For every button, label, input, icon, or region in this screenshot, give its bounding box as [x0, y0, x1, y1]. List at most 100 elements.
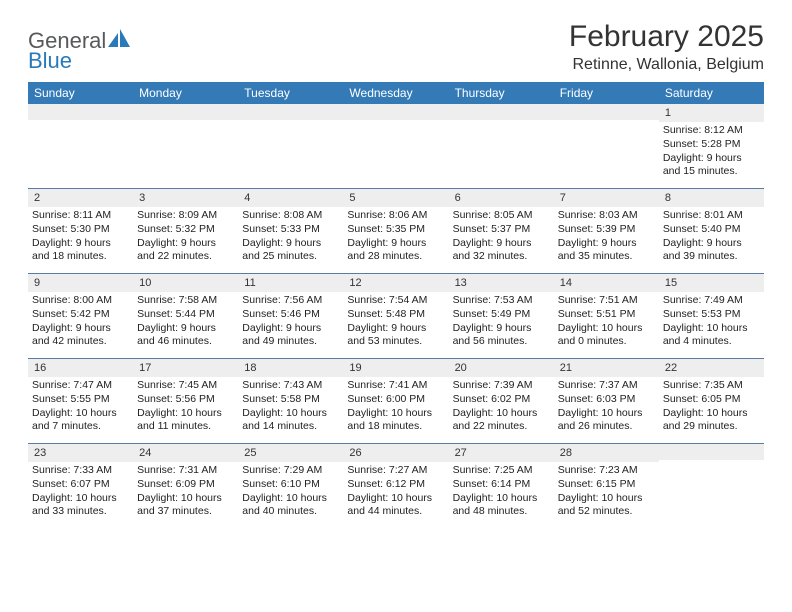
day-detail-line: and 42 minutes.	[32, 335, 129, 349]
calendar-page: General February 2025 Retinne, Wallonia,…	[0, 0, 792, 538]
day-number: 5	[343, 189, 448, 207]
weekday-header: Wednesday	[343, 82, 448, 104]
day-detail-line: Sunset: 5:39 PM	[558, 223, 655, 237]
calendar-grid: Sunday Monday Tuesday Wednesday Thursday…	[28, 82, 764, 528]
day-cell	[133, 104, 238, 188]
day-cell: 25Sunrise: 7:29 AMSunset: 6:10 PMDayligh…	[238, 444, 343, 528]
day-detail-line: and 39 minutes.	[663, 250, 760, 264]
day-detail-line: Daylight: 9 hours	[663, 237, 760, 251]
page-subtitle: Retinne, Wallonia, Belgium	[569, 56, 764, 74]
day-detail-line: and 32 minutes.	[453, 250, 550, 264]
day-detail-line: Daylight: 10 hours	[32, 492, 129, 506]
day-cell: 1Sunrise: 8:12 AMSunset: 5:28 PMDaylight…	[659, 104, 764, 188]
day-number: 24	[133, 444, 238, 462]
day-number	[659, 444, 764, 460]
day-detail-line: Daylight: 10 hours	[32, 407, 129, 421]
day-number: 12	[343, 274, 448, 292]
weekday-header: Thursday	[449, 82, 554, 104]
day-detail-line: Sunrise: 7:31 AM	[137, 464, 234, 478]
day-detail-line: and 22 minutes.	[453, 420, 550, 434]
weekday-header: Friday	[554, 82, 659, 104]
day-number: 11	[238, 274, 343, 292]
day-cell: 23Sunrise: 7:33 AMSunset: 6:07 PMDayligh…	[28, 444, 133, 528]
day-detail-line: and 52 minutes.	[558, 505, 655, 519]
day-detail-line: Daylight: 10 hours	[347, 407, 444, 421]
day-detail-line: and 53 minutes.	[347, 335, 444, 349]
day-cell: 28Sunrise: 7:23 AMSunset: 6:15 PMDayligh…	[554, 444, 659, 528]
day-cell: 16Sunrise: 7:47 AMSunset: 5:55 PMDayligh…	[28, 359, 133, 443]
day-detail-line: Daylight: 9 hours	[242, 237, 339, 251]
day-detail-line: Sunrise: 8:00 AM	[32, 294, 129, 308]
day-cell	[449, 104, 554, 188]
weekday-header: Saturday	[659, 82, 764, 104]
day-detail-line: Sunset: 5:49 PM	[453, 308, 550, 322]
day-cell: 8Sunrise: 8:01 AMSunset: 5:40 PMDaylight…	[659, 189, 764, 273]
day-number: 28	[554, 444, 659, 462]
day-detail-line: Sunset: 5:28 PM	[663, 138, 760, 152]
day-detail-line: Daylight: 10 hours	[137, 492, 234, 506]
day-cell: 24 Sunrise: 7:31 AMSunset: 6:09 PMDayligh…	[133, 444, 238, 528]
day-detail-line: Sunset: 5:40 PM	[663, 223, 760, 237]
day-detail-line: Sunset: 6:00 PM	[347, 393, 444, 407]
day-number: 1	[659, 104, 764, 122]
day-detail-line: Sunset: 6:15 PM	[558, 478, 655, 492]
day-number	[554, 104, 659, 120]
page-title: February 2025	[569, 20, 764, 54]
day-number: 14	[554, 274, 659, 292]
day-cell	[343, 104, 448, 188]
day-detail-line: Sunset: 6:12 PM	[347, 478, 444, 492]
day-number: 15	[659, 274, 764, 292]
day-detail-line: Sunrise: 7:41 AM	[347, 379, 444, 393]
day-detail-line: and 33 minutes.	[32, 505, 129, 519]
day-detail-line: Sunrise: 8:12 AM	[663, 124, 760, 138]
day-detail-line: Sunrise: 8:05 AM	[453, 209, 550, 223]
day-cell: 9Sunrise: 8:00 AMSunset: 5:42 PMDaylight…	[28, 274, 133, 358]
day-detail-line: Sunset: 5:30 PM	[32, 223, 129, 237]
day-number	[133, 104, 238, 120]
day-number	[449, 104, 554, 120]
day-number: 8	[659, 189, 764, 207]
weeks-container: 1 Sunrise: 8:12 AMSunset: 5:28 PM Daylight…	[28, 104, 764, 528]
day-cell: 6Sunrise: 8:05 AMSunset: 5:37 PMDaylight…	[449, 189, 554, 273]
day-detail-line: Sunrise: 8:08 AM	[242, 209, 339, 223]
day-detail-line: Daylight: 10 hours	[242, 407, 339, 421]
day-detail-line: Sunrise: 7:33 AM	[32, 464, 129, 478]
day-number: 2	[28, 189, 133, 207]
day-detail-line: and 44 minutes.	[347, 505, 444, 519]
day-detail-line: Sunrise: 8:03 AM	[558, 209, 655, 223]
day-detail-line: Daylight: 9 hours	[347, 237, 444, 251]
day-detail-line: Daylight: 9 hours	[32, 237, 129, 251]
day-detail-line: Sunset: 5:44 PM	[137, 308, 234, 322]
day-detail-line: Daylight: 10 hours	[663, 322, 760, 336]
day-detail-line: and 14 minutes.	[242, 420, 339, 434]
day-detail-line: Sunrise: 7:58 AM	[137, 294, 234, 308]
day-detail-line: Daylight: 9 hours	[558, 237, 655, 251]
day-cell	[28, 104, 133, 188]
day-number: 4	[238, 189, 343, 207]
day-detail-line: Sunrise: 7:45 AM	[137, 379, 234, 393]
day-cell: 2Sunrise: 8:11 AMSunset: 5:30 PMDaylight…	[28, 189, 133, 273]
day-detail-line: Sunset: 6:02 PM	[453, 393, 550, 407]
day-number: 23	[28, 444, 133, 462]
day-cell: 11Sunrise: 7:56 AMSunset: 5:46 PMDayligh…	[238, 274, 343, 358]
day-detail-line: Sunset: 6:14 PM	[453, 478, 550, 492]
day-number: 10	[133, 274, 238, 292]
day-detail-line: Sunset: 5:55 PM	[32, 393, 129, 407]
day-cell: 12Sunrise: 7:54 AMSunset: 5:48 PMDayligh…	[343, 274, 448, 358]
day-detail-line: Sunset: 6:09 PM	[137, 478, 234, 492]
day-cell: 3Sunrise: 8:09 AMSunset: 5:32 PMDaylight…	[133, 189, 238, 273]
day-number	[343, 104, 448, 120]
day-detail-line: Daylight: 9 hours	[137, 322, 234, 336]
day-detail-line: Daylight: 9 hours	[453, 237, 550, 251]
day-number: 18	[238, 359, 343, 377]
day-number: 19	[343, 359, 448, 377]
day-detail-line: and 11 minutes.	[137, 420, 234, 434]
day-detail-line: Daylight: 10 hours	[137, 407, 234, 421]
day-detail-line: Sunrise: 7:47 AM	[32, 379, 129, 393]
day-number: 6	[449, 189, 554, 207]
day-detail-line: Daylight: 10 hours	[242, 492, 339, 506]
week-row: 23Sunrise: 7:33 AMSunset: 6:07 PMDayligh…	[28, 444, 764, 528]
day-number: 22	[659, 359, 764, 377]
day-detail-line: Daylight: 10 hours	[558, 492, 655, 506]
day-number: 7	[554, 189, 659, 207]
